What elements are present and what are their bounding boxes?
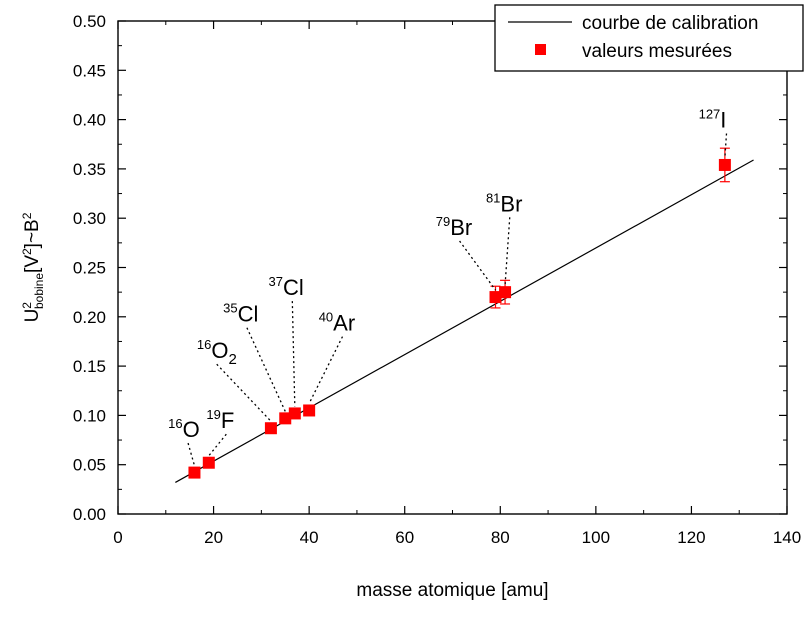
element-label: 19F (206, 407, 234, 433)
element-label: 37Cl (269, 274, 304, 300)
y-axis-title-part: U (22, 309, 43, 323)
y-tick-label: 0.40 (73, 111, 106, 130)
element-symbol: O (183, 417, 200, 442)
annotation-leader (246, 327, 286, 412)
y-tick-label: 0.50 (73, 12, 106, 31)
data-point (499, 286, 512, 299)
data-point (188, 466, 201, 479)
element-label: 16O2 (197, 337, 237, 368)
x-tick-label: 120 (677, 528, 705, 547)
legend-marker-sample (535, 44, 546, 55)
x-tick-label: 20 (204, 528, 223, 547)
element-mass-number: 40 (319, 310, 333, 325)
element-symbol: I (720, 107, 726, 132)
element-symbol: Br (500, 191, 522, 216)
element-mass-number: 37 (269, 274, 283, 289)
element-mass-number: 16 (197, 337, 211, 352)
series-area (175, 147, 754, 483)
element-mass-number: 35 (223, 301, 237, 316)
data-point (489, 291, 502, 304)
y-tick-label: 0.30 (73, 209, 106, 228)
y-tick-label: 0.10 (73, 406, 106, 425)
y-axis-title-part: 2 (20, 302, 34, 309)
y-axis-title-part: 2 (20, 248, 34, 255)
legend-label-measured: valeurs mesurées (582, 41, 732, 62)
annotation-leader (459, 240, 497, 291)
element-label: 35Cl (223, 301, 258, 327)
element-label: 79Br (436, 214, 472, 240)
x-tick-label: 140 (773, 528, 801, 547)
y-tick-label: 0.25 (73, 259, 106, 278)
element-label: 81Br (486, 190, 522, 216)
y-axis-title: U2bobine[V2]~B2 (20, 212, 46, 322)
element-label: 16O (168, 416, 200, 442)
x-tick-label: 100 (582, 528, 610, 547)
element-symbol: F (221, 408, 234, 433)
calibration-line (175, 159, 754, 483)
x-axis-title: masse atomique [amu] (356, 580, 548, 601)
y-tick-label: 0.20 (73, 308, 106, 327)
element-mass-number: 81 (486, 190, 500, 205)
data-point (288, 407, 301, 420)
y-axis-title-part: ]~B (22, 219, 43, 248)
y-tick-label: 0.35 (73, 160, 106, 179)
element-label: 127I (699, 106, 727, 132)
data-point (303, 404, 316, 417)
annotation-leader (308, 336, 344, 404)
plot-frame (117, 20, 788, 515)
element-symbol: O (211, 338, 228, 363)
element-mass-number: 79 (436, 214, 450, 229)
x-tick-label: 80 (491, 528, 510, 547)
annotation-leader (504, 217, 511, 286)
annotation-leader (208, 433, 227, 457)
y-tick-label: 0.00 (73, 505, 106, 524)
axes: 0 20 40 60 80 100 120 140 0.00 0.05 0.10 0.15 0.20 0.… (20, 12, 801, 601)
legend: courbe de calibration valeurs mesurées (494, 4, 804, 72)
element-mass-number: 127 (699, 106, 721, 121)
x-tick-label: 40 (300, 528, 319, 547)
y-axis-title-part: bobine (32, 273, 46, 309)
element-subscript: 2 (228, 351, 236, 368)
legend-label-calibration: courbe de calibration (582, 13, 758, 34)
y-axis-title-part: 2 (20, 212, 34, 219)
annotation-leader (724, 133, 728, 158)
y-tick-label: 0.05 (73, 456, 106, 475)
element-symbol: Cl (238, 302, 259, 327)
data-point (279, 412, 292, 425)
y-tick-label: 0.15 (73, 357, 106, 376)
x-tick-label: 0 (113, 528, 122, 547)
data-point (264, 422, 277, 435)
y-axis-title-part: [V (22, 255, 43, 273)
x-tick-label: 60 (395, 528, 414, 547)
annotation-leader (187, 442, 196, 466)
annotation-leader (216, 363, 272, 422)
y-tick-label: 0.45 (73, 61, 106, 80)
element-label: 40Ar (319, 310, 355, 336)
legend-box (494, 4, 804, 72)
element-mass-number: 16 (168, 416, 182, 431)
element-mass-number: 19 (206, 407, 220, 422)
data-point (202, 456, 215, 469)
element-symbol: Br (450, 215, 472, 240)
element-symbol: Cl (283, 275, 304, 300)
data-point (718, 158, 731, 171)
element-symbol: Ar (333, 311, 355, 336)
annotation-leader (291, 301, 296, 407)
